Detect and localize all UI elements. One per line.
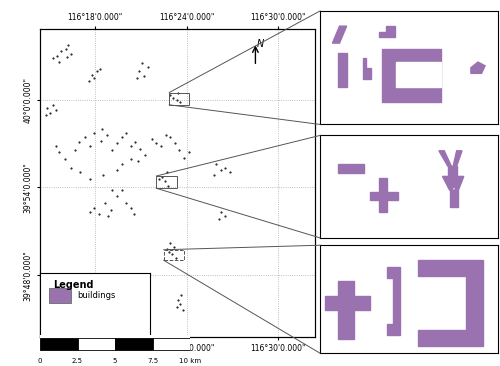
Bar (156, 176, 176, 188)
Bar (152, 338, 190, 350)
Polygon shape (396, 62, 440, 87)
Bar (338, 164, 364, 173)
Bar (370, 192, 398, 200)
Polygon shape (378, 26, 394, 37)
Polygon shape (418, 259, 484, 346)
Bar (450, 190, 458, 207)
Polygon shape (442, 176, 453, 190)
Text: Legend: Legend (53, 280, 94, 290)
Bar (448, 166, 456, 187)
Polygon shape (362, 58, 372, 79)
Bar (49, 288, 71, 303)
Polygon shape (382, 49, 440, 102)
Polygon shape (338, 53, 346, 87)
Bar (164, 250, 184, 260)
Bar (378, 178, 388, 212)
Bar (169, 93, 190, 105)
Bar (40, 338, 78, 350)
Bar (326, 296, 370, 310)
Polygon shape (471, 62, 485, 73)
Bar (78, 338, 115, 350)
Polygon shape (455, 176, 464, 190)
Polygon shape (388, 267, 400, 335)
Text: buildings: buildings (78, 291, 116, 300)
Text: N: N (256, 39, 264, 49)
Polygon shape (453, 151, 462, 166)
Bar (338, 281, 353, 339)
Bar (115, 338, 152, 350)
Polygon shape (439, 151, 452, 166)
Polygon shape (332, 26, 346, 43)
